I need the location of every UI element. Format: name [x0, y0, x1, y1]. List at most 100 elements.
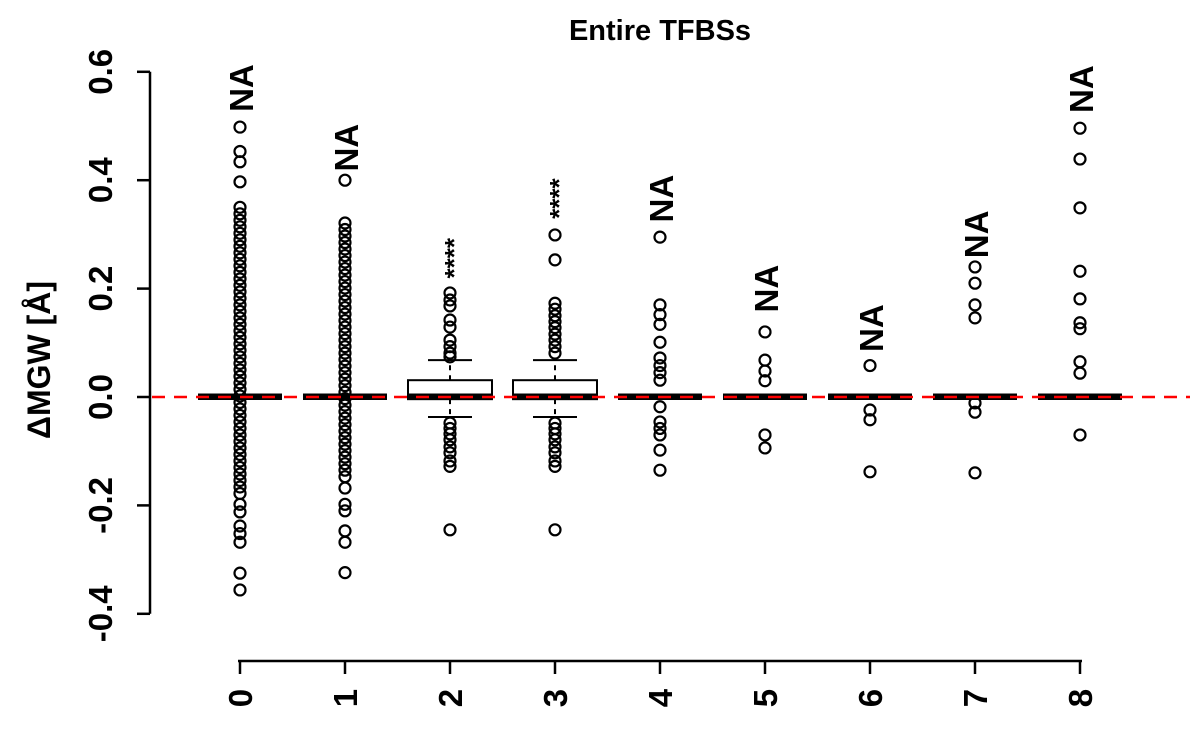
outlier-point: [338, 411, 352, 425]
chart-title: Entire TFBSs: [569, 15, 751, 47]
outlier-point: [233, 583, 247, 597]
outlier-point: [233, 369, 247, 384]
outlier-point: [233, 252, 247, 266]
outlier-point: [338, 566, 352, 580]
outlier-point: [338, 326, 352, 341]
outlier-point: [338, 281, 352, 295]
outlier-point: [233, 356, 247, 370]
outlier-point: [548, 327, 562, 341]
outlier-point: [1073, 322, 1087, 336]
outlier-point: [1073, 292, 1087, 306]
outlier-point: [443, 313, 457, 327]
outlier-point: [653, 298, 667, 312]
outlier-point: [233, 526, 247, 541]
outlier-point: [338, 497, 352, 511]
outlier-point: [548, 333, 562, 347]
outlier-point: [233, 441, 247, 455]
outlier-point: [443, 433, 457, 447]
outlier-point: [653, 366, 667, 380]
outlier-point: [233, 535, 247, 549]
outlier-point: [548, 346, 562, 360]
outlier-point: [233, 428, 247, 442]
outlier-point: [443, 523, 457, 537]
outlier-point: [653, 335, 667, 349]
x-tick-label: 3: [537, 689, 574, 707]
outlier-point: [233, 460, 247, 475]
outlier-point: [233, 239, 247, 253]
outlier-point: [758, 441, 772, 455]
outlier-point: [338, 437, 352, 451]
outlier-point: [338, 274, 352, 289]
outlier-point: [338, 235, 352, 250]
y-tick-label: 0.6: [82, 49, 119, 95]
outlier-point: [233, 200, 247, 214]
outlier-point: [233, 246, 247, 260]
outlier-point: [233, 265, 247, 279]
outlier-point: [338, 535, 352, 549]
outlier-point: [338, 379, 352, 393]
outlier-point: [338, 353, 352, 367]
outlier-point: [338, 173, 352, 187]
outlier-point: [338, 242, 352, 256]
outlier-point: [443, 446, 457, 460]
x-tick-label: 2: [432, 689, 469, 707]
outlier-point: [968, 466, 982, 480]
outlier-point: [968, 311, 982, 325]
outlier-point: [233, 415, 247, 429]
outlier-point: [233, 447, 247, 462]
outlier-point: [233, 467, 247, 481]
y-tick-label: 0.4: [82, 157, 119, 204]
collapsed-box-bar: [723, 393, 807, 400]
na-annotation: NA: [643, 175, 680, 223]
outlier-point: [968, 405, 982, 419]
outlier-point: [1073, 152, 1087, 166]
outlier-point: [1073, 264, 1087, 278]
outlier-point: [653, 230, 667, 244]
outlier-point: [1073, 316, 1087, 330]
outlier-point: [1073, 121, 1087, 135]
na-annotation: NA: [328, 124, 365, 172]
outlier-point: [338, 359, 352, 373]
outlier-point: [233, 376, 247, 390]
outlier-point: [653, 358, 667, 373]
outlier-point: [548, 454, 562, 468]
outlier-point: [233, 213, 247, 227]
outlier-point: [653, 415, 667, 429]
outlier-point: [338, 216, 352, 230]
outlier-point: [233, 408, 247, 423]
outlier-point: [338, 372, 352, 386]
na-annotation: NA: [853, 304, 890, 352]
outlier-point: [338, 313, 352, 328]
outlier-point: [968, 260, 982, 274]
significance-stars: ****: [544, 178, 574, 219]
outlier-point: [338, 424, 352, 438]
outlier-point: [338, 366, 352, 380]
outlier-point: [443, 333, 457, 347]
collapsed-box-bar: [828, 393, 912, 400]
plot-area: 0.6 0.4 0.2 0.0 -0.2 -0.4 0 1 2 3 4 5 6 7 8 NA NA **** ***…: [82, 49, 1190, 707]
outlier-point: [338, 333, 352, 347]
outlier-point: [653, 373, 667, 387]
outlier-point: [1073, 201, 1087, 215]
outlier-point: [233, 259, 247, 273]
outlier-point: [548, 296, 562, 310]
significance-stars: ****: [439, 237, 469, 278]
outlier-point: [443, 427, 457, 441]
outlier-point: [233, 454, 247, 468]
outlier-point: [338, 287, 352, 302]
outlier-point: [338, 255, 352, 269]
outlier-point: [548, 321, 562, 335]
outlier-point: [233, 298, 247, 312]
outlier-point: [338, 450, 352, 464]
outlier-point: [233, 291, 247, 305]
outlier-point: [338, 294, 352, 308]
outlier-point: [233, 233, 247, 247]
outlier-point: [758, 364, 772, 378]
outlier-point: [653, 400, 667, 414]
outlier-point: [443, 350, 457, 364]
na-annotation: NA: [223, 64, 260, 112]
outlier-point: [233, 120, 247, 134]
outlier-point: [338, 457, 352, 471]
